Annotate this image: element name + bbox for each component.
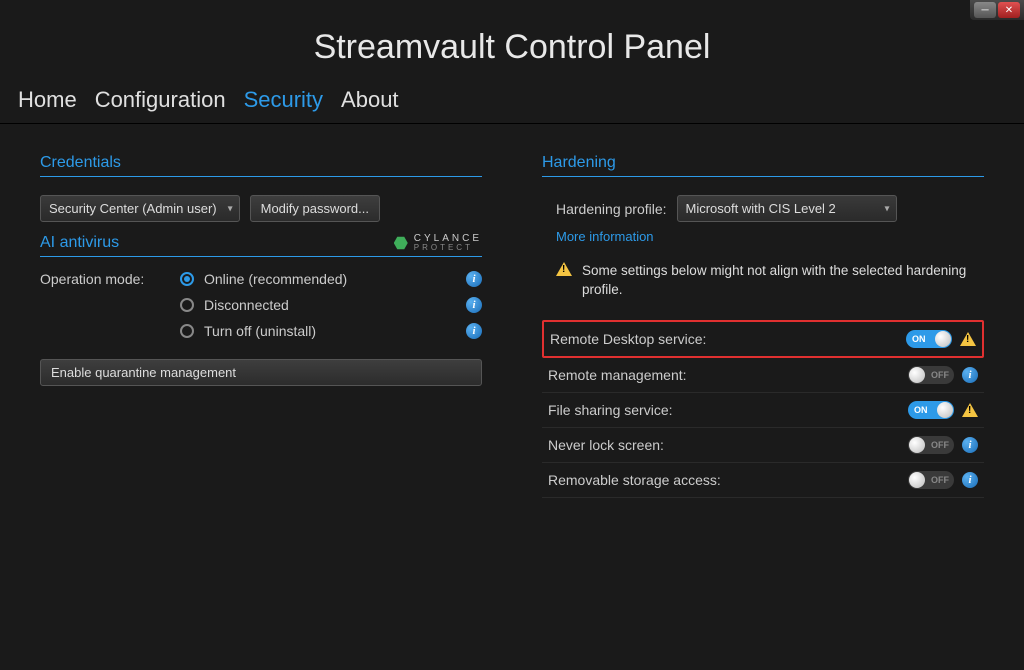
hardening-setting-row: Remote management: OFF i xyxy=(542,358,984,393)
warning-icon xyxy=(960,332,976,346)
operation-mode-option-label: Turn off (uninstall) xyxy=(204,323,456,339)
modify-password-button[interactable]: Modify password... xyxy=(250,195,380,222)
info-icon[interactable]: i xyxy=(962,437,978,453)
nav-item-configuration[interactable]: Configuration xyxy=(95,87,226,113)
hardening-toggle[interactable]: OFF xyxy=(908,471,954,489)
info-icon[interactable]: i xyxy=(466,323,482,339)
hardening-profile-label: Hardening profile: xyxy=(556,201,667,217)
operation-mode-radio[interactable] xyxy=(180,298,194,312)
hardening-toggle[interactable]: ON xyxy=(908,401,954,419)
cylance-logo-line2: PROTECT xyxy=(414,244,482,252)
operation-mode-radio[interactable] xyxy=(180,324,194,338)
credentials-heading: Credentials xyxy=(40,154,482,177)
operation-mode-option-label: Disconnected xyxy=(204,297,456,313)
warning-icon xyxy=(962,403,978,417)
hardening-setting-row: Remote Desktop service: ON xyxy=(542,320,984,358)
cylance-logo: CYLANCE PROTECT xyxy=(394,234,482,256)
hardening-setting-label: Never lock screen: xyxy=(548,437,664,453)
info-icon[interactable]: i xyxy=(466,297,482,313)
more-information-link[interactable]: More information xyxy=(556,229,654,244)
window-controls: ─ ✕ xyxy=(970,0,1024,20)
hardening-setting-row: Removable storage access: OFF i xyxy=(542,463,984,498)
warning-icon xyxy=(556,262,572,276)
antivirus-heading: AI antivirus xyxy=(40,234,119,256)
user-dropdown[interactable]: Security Center (Admin user) xyxy=(40,195,240,222)
hardening-setting-label: Remote management: xyxy=(548,367,687,383)
nav-item-about[interactable]: About xyxy=(341,87,399,113)
cylance-hex-icon xyxy=(394,236,408,250)
hardening-setting-label: File sharing service: xyxy=(548,402,673,418)
hardening-setting-row: File sharing service: ON xyxy=(542,393,984,428)
hardening-toggle[interactable]: OFF xyxy=(908,366,954,384)
enable-quarantine-button[interactable]: Enable quarantine management xyxy=(40,359,482,386)
hardening-setting-label: Removable storage access: xyxy=(548,472,721,488)
hardening-setting-row: Never lock screen: OFF i xyxy=(542,428,984,463)
hardening-warning-text: Some settings below might not align with… xyxy=(582,262,984,300)
hardening-heading: Hardening xyxy=(542,154,984,177)
hardening-toggle[interactable]: OFF xyxy=(908,436,954,454)
nav-item-security[interactable]: Security xyxy=(244,87,323,113)
operation-mode-option-label: Online (recommended) xyxy=(204,271,456,287)
minimize-button[interactable]: ─ xyxy=(974,2,996,18)
operation-mode-radio[interactable] xyxy=(180,272,194,286)
app-title: Streamvault Control Panel xyxy=(0,0,1024,87)
main-nav: Home Configuration Security About xyxy=(0,87,1024,124)
info-icon[interactable]: i xyxy=(962,367,978,383)
hardening-setting-label: Remote Desktop service: xyxy=(550,331,706,347)
hardening-toggle[interactable]: ON xyxy=(906,330,952,348)
info-icon[interactable]: i xyxy=(466,271,482,287)
operation-mode-label: Operation mode: xyxy=(40,271,170,287)
info-icon[interactable]: i xyxy=(962,472,978,488)
hardening-profile-dropdown[interactable]: Microsoft with CIS Level 2 xyxy=(677,195,897,222)
close-button[interactable]: ✕ xyxy=(998,2,1020,18)
nav-item-home[interactable]: Home xyxy=(18,87,77,113)
